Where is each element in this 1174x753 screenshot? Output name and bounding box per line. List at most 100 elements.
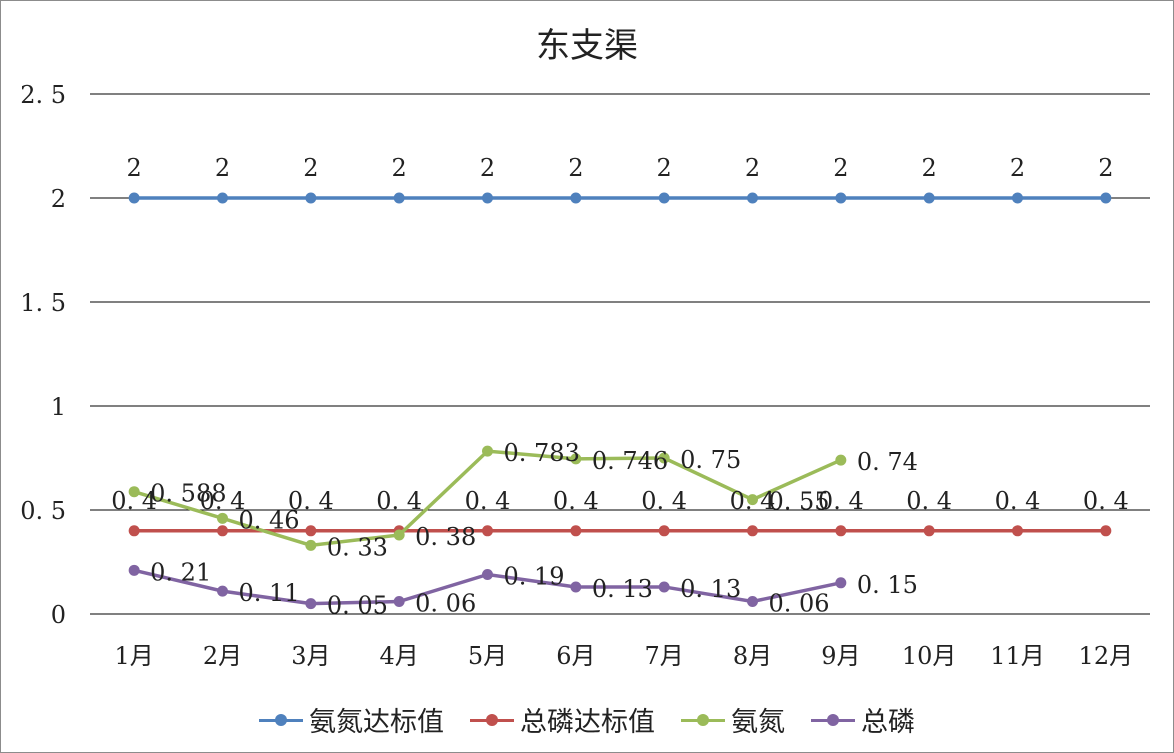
data-point: [482, 445, 493, 457]
y-tick-label: 1: [51, 393, 66, 421]
x-tick-label: 5月: [468, 642, 507, 670]
data-label: 0. 4: [641, 487, 687, 515]
data-point: [747, 192, 758, 204]
legend-item: 总磷: [811, 700, 915, 739]
data-label: 0. 46: [239, 506, 300, 534]
data-point: [658, 452, 670, 464]
data-label: 2: [480, 154, 495, 182]
data-point: [570, 453, 582, 465]
data-label: 0. 06: [415, 590, 476, 618]
chart-legend: 氨氮达标值 总磷达标值 氨氮 总磷: [0, 700, 1174, 739]
y-tick-label: 0. 5: [20, 497, 66, 525]
data-point: [217, 525, 228, 537]
data-point: [1100, 525, 1112, 537]
x-tick-label: 7月: [645, 642, 684, 670]
data-label: 0. 4: [200, 487, 246, 515]
data-label: 0. 38: [415, 523, 476, 551]
data-point: [1012, 525, 1023, 537]
y-tick-label: 0: [51, 601, 66, 629]
data-label: 0. 21: [150, 558, 211, 586]
data-point: [658, 581, 670, 593]
data-point: [128, 525, 140, 537]
data-label: 0. 11: [239, 579, 300, 607]
data-label: 0. 4: [1083, 487, 1129, 515]
data-label: 0. 4: [288, 487, 334, 515]
data-point: [482, 568, 493, 580]
legend-label: 氨氮: [731, 707, 785, 738]
y-tick-label: 2. 5: [20, 81, 66, 109]
x-tick-label: 3月: [291, 642, 330, 670]
legend-swatch: [811, 710, 855, 730]
data-label: 0. 05: [327, 592, 388, 620]
x-tick-label: 10月: [902, 642, 957, 670]
x-tick-label: 4月: [380, 642, 419, 670]
legend-swatch: [259, 710, 303, 730]
data-label: 2: [922, 154, 937, 182]
data-point: [393, 596, 405, 608]
data-point: [570, 192, 582, 204]
data-point: [747, 596, 758, 608]
chart-title: 东支渠: [536, 26, 638, 66]
data-point: [747, 494, 758, 506]
y-tick-label: 1. 5: [20, 289, 66, 317]
data-label: 0. 13: [592, 575, 653, 603]
data-point: [305, 525, 317, 537]
x-tick-label: 11月: [990, 642, 1045, 670]
data-label: 0. 19: [504, 562, 565, 590]
data-point: [923, 192, 935, 204]
data-point: [305, 192, 317, 204]
data-label: 2: [392, 154, 407, 182]
data-label: 0. 55: [769, 488, 830, 516]
x-tick-label: 6月: [556, 642, 595, 670]
data-point: [217, 585, 228, 597]
data-point: [128, 192, 140, 204]
data-label: 0. 15: [857, 571, 918, 599]
data-point: [305, 539, 317, 551]
data-label: 2: [127, 154, 142, 182]
data-point: [747, 525, 758, 537]
legend-swatch: [681, 710, 725, 730]
x-tick-label: 2月: [203, 642, 242, 670]
data-label: 2: [568, 154, 583, 182]
data-label: 0. 4: [465, 487, 511, 515]
data-label: 0. 746: [592, 447, 668, 475]
data-point: [217, 512, 228, 524]
data-label: 2: [657, 154, 672, 182]
legend-item: 氨氮达标值: [259, 700, 444, 739]
legend-item: 总磷达标值: [470, 700, 655, 739]
data-label: 0. 588: [150, 480, 226, 508]
x-tick-label: 8月: [733, 642, 772, 670]
data-point: [658, 525, 670, 537]
x-tick-label: 1月: [115, 642, 154, 670]
data-label: 0. 33: [327, 533, 388, 561]
data-label: 0. 74: [857, 448, 918, 476]
data-label: 0. 13: [680, 575, 741, 603]
data-point: [835, 454, 847, 466]
data-label: 0. 4: [730, 487, 776, 515]
data-label: 0. 4: [906, 487, 952, 515]
legend-item: 氨氮: [681, 700, 785, 739]
legend-label: 总磷: [861, 707, 915, 738]
data-label: 2: [303, 154, 318, 182]
data-point: [393, 192, 405, 204]
data-point: [128, 486, 140, 498]
data-label: 0. 4: [818, 487, 864, 515]
legend-swatch: [470, 710, 514, 730]
x-tick-label: 9月: [821, 642, 860, 670]
data-point: [1100, 192, 1112, 204]
data-point: [570, 525, 582, 537]
data-label: 2: [1098, 154, 1113, 182]
data-point: [1012, 192, 1023, 204]
y-tick-label: 2: [51, 185, 66, 213]
data-label: 0. 06: [769, 590, 830, 618]
data-label: 2: [745, 154, 760, 182]
data-point: [305, 598, 317, 610]
data-point: [658, 192, 670, 204]
data-point: [835, 192, 847, 204]
data-point: [835, 525, 847, 537]
data-label: 2: [215, 154, 230, 182]
data-point: [835, 577, 847, 589]
data-point: [128, 564, 140, 576]
